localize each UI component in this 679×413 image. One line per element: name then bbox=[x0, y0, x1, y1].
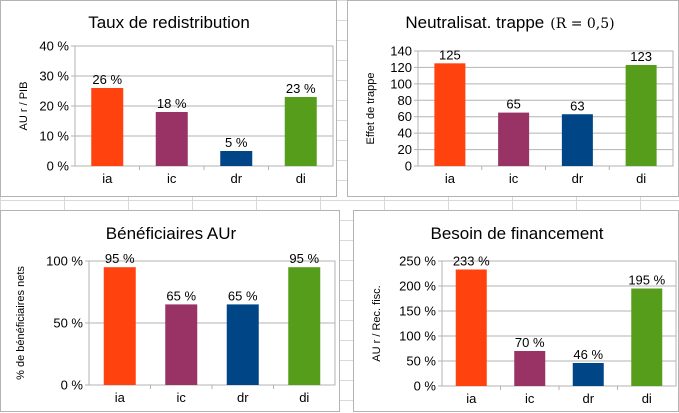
x-tick-label: di bbox=[636, 171, 646, 186]
chart-panel-beneficiaires[interactable]: Bénéficiaires AUr 0 % 50 % 100 % % de bénéfi… bbox=[0, 210, 340, 412]
y-axis-label: AU r / Rec. fisc. bbox=[371, 285, 383, 361]
x-tick-label: dr bbox=[230, 171, 242, 186]
data-label: 70 % bbox=[515, 335, 545, 350]
data-label: 65 % bbox=[166, 288, 196, 303]
y-axis-label: % de bénéficiaires nets bbox=[15, 266, 27, 380]
x-tick-label: ic bbox=[525, 391, 535, 406]
data-label: 65 bbox=[506, 97, 520, 112]
x-tick-label: ia bbox=[445, 171, 456, 186]
y-tick-label: 0 bbox=[405, 159, 412, 174]
chart-besoin-financement: Besoin de financement 0 % 50 % 100 % 150 % 20… bbox=[371, 224, 677, 406]
y-tick-label: 200 % bbox=[399, 279, 436, 294]
data-label: 125 bbox=[439, 47, 461, 62]
chart-title: Taux de redistribution bbox=[88, 13, 250, 32]
x-tick-label: ia bbox=[115, 390, 126, 405]
bar-di[interactable] bbox=[631, 288, 663, 387]
chart-title: Neutralisat. trappe (R = 0,5) bbox=[405, 13, 614, 32]
y-tick-label: 20 bbox=[398, 142, 412, 157]
x-tick-label: ic bbox=[167, 171, 177, 186]
chart-panel-taux-redistribution[interactable]: Taux de redistribution 0 % 10 % 20 % 30 % 40 … bbox=[0, 0, 337, 197]
x-tick-label: di bbox=[296, 171, 306, 186]
x-tick-label: ic bbox=[177, 390, 187, 405]
y-tick-label: 0 % bbox=[47, 159, 70, 174]
bar-di[interactable] bbox=[288, 267, 321, 385]
bar-dr[interactable] bbox=[220, 151, 253, 166]
x-tick-label: di bbox=[642, 391, 652, 406]
x-tick-label: dr bbox=[582, 391, 594, 406]
y-tick-label: 40 bbox=[398, 126, 412, 141]
y-tick-label: 150 % bbox=[399, 304, 436, 319]
data-label: 233 % bbox=[453, 254, 490, 269]
y-tick-label: 250 % bbox=[399, 254, 436, 269]
y-tick-label: 0 % bbox=[61, 378, 84, 393]
bar-di[interactable] bbox=[625, 64, 657, 166]
bar-ia[interactable] bbox=[455, 269, 487, 387]
bar-ia[interactable] bbox=[103, 267, 136, 385]
data-label: 195 % bbox=[628, 273, 665, 288]
chart-title: Besoin de financement bbox=[431, 224, 604, 243]
y-tick-label: 40 % bbox=[39, 39, 69, 54]
y-axis-label: Effet de trappe bbox=[365, 73, 377, 145]
data-label: 5 % bbox=[225, 135, 248, 150]
y-tick-label: 20 % bbox=[39, 99, 69, 114]
bar-ic[interactable] bbox=[165, 304, 198, 385]
y-tick-label: 50 % bbox=[406, 354, 436, 369]
y-tick-label: 140 bbox=[390, 44, 412, 59]
y-tick-label: 100 bbox=[390, 76, 412, 91]
data-label: 23 % bbox=[286, 81, 316, 96]
bar-ic[interactable] bbox=[514, 351, 546, 386]
chart-title: Bénéficiaires AUr bbox=[106, 224, 237, 243]
data-label: 95 % bbox=[289, 251, 319, 266]
y-tick-label: 120 bbox=[390, 60, 412, 75]
y-tick-label: 0 % bbox=[414, 379, 437, 394]
y-tick-label: 10 % bbox=[39, 129, 69, 144]
x-tick-label: ia bbox=[102, 171, 113, 186]
x-tick-label: dr bbox=[572, 171, 584, 186]
y-tick-label: 30 % bbox=[39, 69, 69, 84]
y-tick-label: 100 % bbox=[46, 254, 83, 269]
y-tick-label: 100 % bbox=[399, 329, 436, 344]
x-tick-label: ic bbox=[509, 171, 519, 186]
data-label: 26 % bbox=[92, 72, 122, 87]
data-label: 65 % bbox=[228, 288, 258, 303]
data-label: 18 % bbox=[157, 96, 187, 111]
bar-ia[interactable] bbox=[434, 63, 466, 167]
chart-panel-besoin-financement[interactable]: Besoin de financement 0 % 50 % 100 % 150 % 20… bbox=[353, 210, 679, 412]
data-label: 46 % bbox=[573, 347, 603, 362]
y-axis-label: AU r / PIB bbox=[18, 82, 30, 131]
y-tick-label: 50 % bbox=[53, 316, 83, 331]
data-label: 123 bbox=[630, 49, 652, 64]
chart-panel-neutralisation-trappe[interactable]: Neutralisat. trappe (R = 0,5) 0 20 40 60 80 100… bbox=[347, 0, 679, 197]
bar-dr[interactable] bbox=[226, 304, 259, 385]
bar-di[interactable] bbox=[284, 97, 317, 166]
data-label: 63 bbox=[570, 98, 584, 113]
bar-ia[interactable] bbox=[91, 88, 124, 166]
x-tick-label: ia bbox=[466, 391, 477, 406]
bar-dr[interactable] bbox=[572, 363, 604, 386]
chart-taux-redistribution: Taux de redistribution 0 % 10 % 20 % 30 % 40 … bbox=[18, 13, 334, 186]
bar-dr[interactable] bbox=[561, 114, 593, 166]
y-tick-label: 60 bbox=[398, 109, 412, 124]
bar-ic[interactable] bbox=[498, 112, 530, 166]
y-tick-label: 80 bbox=[398, 93, 412, 108]
x-tick-label: di bbox=[299, 390, 309, 405]
chart-beneficiaires: Bénéficiaires AUr 0 % 50 % 100 % % de bénéfi… bbox=[15, 224, 336, 405]
data-label: 95 % bbox=[105, 251, 135, 266]
bar-ic[interactable] bbox=[155, 112, 188, 166]
x-tick-label: dr bbox=[237, 390, 249, 405]
